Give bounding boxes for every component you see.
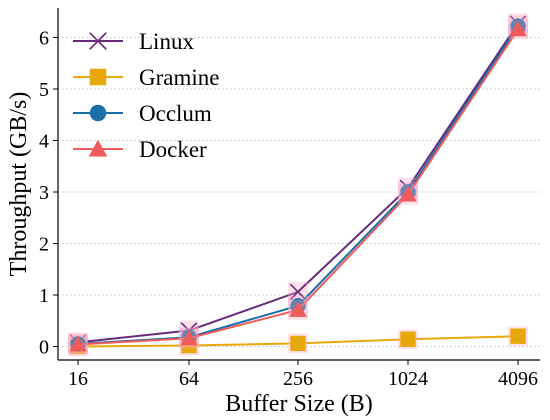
y-tick-label: 1 <box>39 285 49 307</box>
legend-marker-gramine <box>89 68 107 86</box>
x-tick-label: 16 <box>68 368 88 390</box>
legend-label: Gramine <box>139 65 219 90</box>
grid-lines <box>58 37 540 347</box>
x-tick-label: 256 <box>283 368 313 390</box>
y-tick-label: 0 <box>39 337 49 359</box>
data-point-docker <box>69 335 87 352</box>
data-point-docker <box>399 185 417 202</box>
data-point-gramine <box>290 335 306 352</box>
data-point-docker <box>180 329 198 346</box>
data-point-gramine <box>510 328 526 344</box>
data-point-gramine <box>400 331 416 347</box>
series-layer <box>68 13 528 357</box>
data-point-docker <box>509 20 527 37</box>
legend-label: Docker <box>139 137 207 162</box>
x-ticks: 16 64 256 1024 4096 <box>68 360 538 390</box>
y-tick-label: 5 <box>39 79 49 101</box>
y-tick-label: 3 <box>39 182 49 204</box>
x-tick-label: 4096 <box>498 368 538 390</box>
legend: Linux Gramine Occlum Docker <box>73 29 219 162</box>
y-axis-label: Throughput (GB/s) <box>6 92 32 277</box>
y-tick-label: 4 <box>39 131 49 153</box>
legend-marker-occlum <box>89 104 107 122</box>
legend-marker-linux <box>89 32 107 50</box>
y-tick-label: 2 <box>39 234 49 256</box>
x-axis-label: Buffer Size (B) <box>225 391 373 417</box>
legend-item-docker: Docker <box>73 137 207 162</box>
legend-marker-docker <box>88 139 108 157</box>
legend-item-linux: Linux <box>73 29 194 54</box>
y-tick-label: 6 <box>39 28 49 50</box>
x-tick-label: 1024 <box>388 368 428 390</box>
axes <box>57 8 540 361</box>
series-docker <box>68 19 528 355</box>
legend-item-occlum: Occlum <box>73 101 212 126</box>
legend-label: Linux <box>139 29 194 54</box>
legend-item-gramine: Gramine <box>73 65 219 90</box>
legend-label: Occlum <box>139 101 212 126</box>
data-point-linux <box>289 283 307 301</box>
data-point-docker <box>289 301 307 317</box>
x-tick-label: 64 <box>179 368 199 390</box>
y-ticks: 0 1 2 3 4 5 6 <box>39 28 58 359</box>
